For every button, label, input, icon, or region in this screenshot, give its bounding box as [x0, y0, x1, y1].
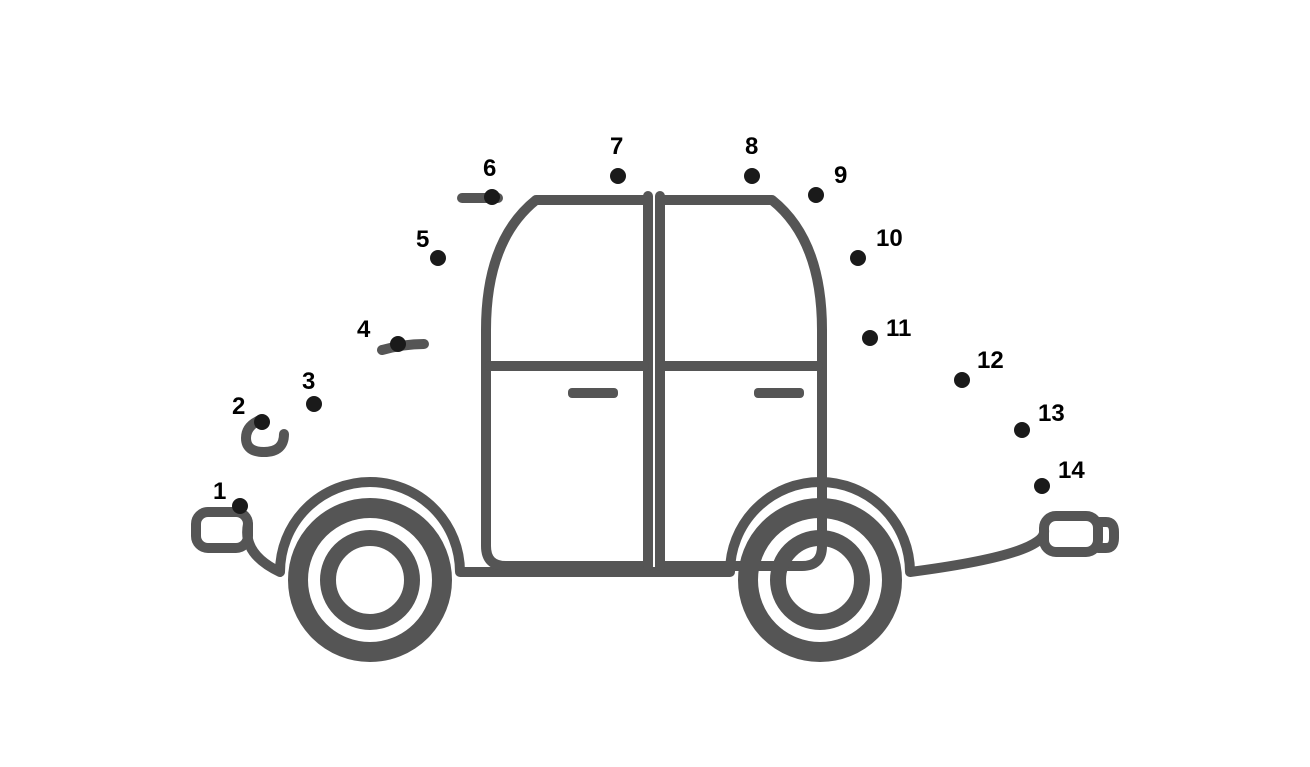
- car-outline: [196, 196, 1114, 652]
- dot-label-10: 10: [876, 225, 903, 252]
- dot-10: [850, 250, 866, 266]
- connect-the-dots-car: 1234567891011121314: [0, 0, 1310, 767]
- dot-5: [430, 250, 446, 266]
- dot-13: [1014, 422, 1030, 438]
- dot-2: [254, 414, 270, 430]
- dot-label-7: 7: [610, 133, 623, 160]
- dot-label-9: 9: [834, 162, 847, 189]
- dot-1: [232, 498, 248, 514]
- dot-14: [1034, 478, 1050, 494]
- dot-3: [306, 396, 322, 412]
- dot-label-14: 14: [1058, 457, 1085, 484]
- dot-label-3: 3: [302, 368, 315, 395]
- dot-9: [808, 187, 824, 203]
- bumper-right: [1044, 516, 1098, 552]
- dot-label-12: 12: [977, 347, 1004, 374]
- wheel-left-hub: [328, 538, 412, 622]
- dot-7: [610, 168, 626, 184]
- dot-8: [744, 168, 760, 184]
- wheel-left-tire: [298, 508, 442, 652]
- dot-label-6: 6: [483, 155, 496, 182]
- door-handle-left: [568, 388, 618, 398]
- dot-label-11: 11: [886, 315, 911, 342]
- dot-4: [390, 336, 406, 352]
- dot-label-2: 2: [232, 393, 245, 420]
- dot-12: [954, 372, 970, 388]
- bumper-left: [196, 512, 248, 548]
- dot-label-5: 5: [416, 226, 429, 253]
- door-left: [486, 200, 648, 566]
- door-handle-right: [754, 388, 804, 398]
- dot-label-8: 8: [745, 133, 758, 160]
- dot-6: [484, 189, 500, 205]
- dot-11: [862, 330, 878, 346]
- dot-label-13: 13: [1038, 400, 1065, 427]
- dot-label-4: 4: [357, 316, 371, 343]
- dot-label-1: 1: [213, 478, 226, 505]
